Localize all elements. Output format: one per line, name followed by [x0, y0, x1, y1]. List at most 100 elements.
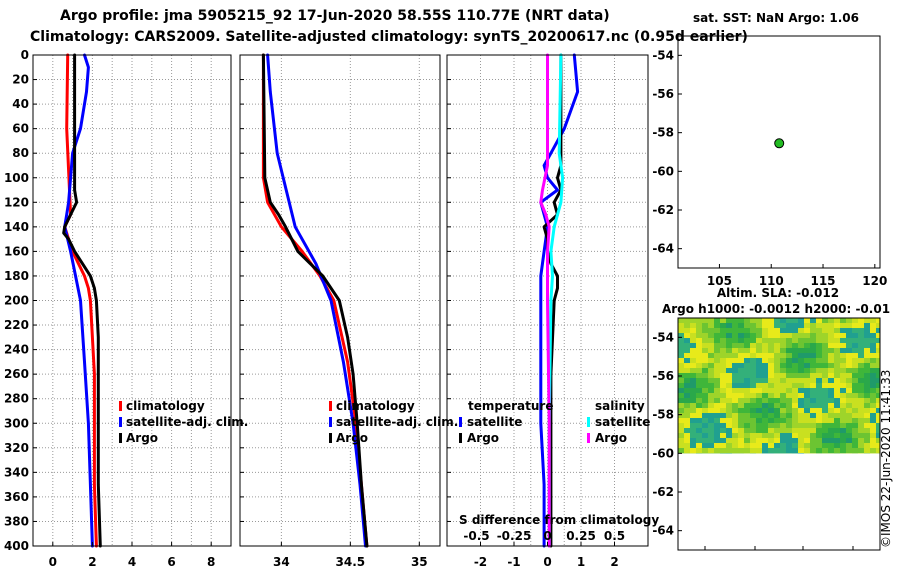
sla-cell	[714, 448, 720, 453]
sla-cell	[864, 358, 870, 363]
sla-cell	[732, 348, 738, 353]
sla-cell	[864, 373, 870, 378]
sla-cell	[774, 398, 780, 403]
sla-cell	[678, 333, 684, 338]
sla-cell	[828, 323, 834, 328]
sla-cell	[804, 363, 810, 368]
sla-cell	[798, 378, 804, 383]
sla-cell	[870, 428, 876, 433]
sla-cell	[756, 393, 762, 398]
sla-cell	[762, 338, 768, 343]
sla-cell	[876, 433, 880, 438]
sla-cell	[816, 373, 822, 378]
sla-cell	[792, 388, 798, 393]
sla-cell	[858, 448, 864, 453]
sla-cell	[696, 318, 702, 323]
sla-cell	[870, 448, 876, 453]
legend-swatch-satellite	[119, 417, 122, 427]
sla-cell	[720, 328, 726, 333]
sla-cell	[690, 428, 696, 433]
sla-cell	[816, 448, 822, 453]
sla-cell	[804, 358, 810, 363]
sla-cell	[756, 358, 762, 363]
sla-cell	[720, 353, 726, 358]
sla-cell	[678, 343, 684, 348]
sla-cell	[744, 368, 750, 373]
sla-cell	[834, 388, 840, 393]
sla-cell	[750, 408, 756, 413]
sla-cell	[804, 433, 810, 438]
sla-cell	[768, 323, 774, 328]
sla-cell	[846, 363, 852, 368]
sla-cell	[714, 363, 720, 368]
sla-cell	[810, 333, 816, 338]
sla-cell	[834, 418, 840, 423]
sla-cell	[852, 393, 858, 398]
sla-cell	[858, 368, 864, 373]
sla-cell	[810, 428, 816, 433]
sla-cell	[684, 368, 690, 373]
sla-cell	[792, 328, 798, 333]
sla-cell	[714, 438, 720, 443]
sla-cell	[798, 403, 804, 408]
sla-cell	[822, 393, 828, 398]
sla-cell	[768, 348, 774, 353]
sla-cell	[864, 428, 870, 433]
sla-cell	[708, 343, 714, 348]
sla-cell	[816, 333, 822, 338]
sla-cell	[864, 353, 870, 358]
sla-frame	[677, 317, 881, 551]
sla-cell	[846, 328, 852, 333]
sla-cell	[774, 318, 780, 323]
sla-cell	[708, 368, 714, 373]
sla-cell	[750, 448, 756, 453]
sla-cell	[762, 433, 768, 438]
sla-cell	[840, 353, 846, 358]
sla-cell	[774, 413, 780, 418]
series-line-argo	[261, 53, 369, 548]
sla-cell	[828, 413, 834, 418]
sla-cell	[726, 358, 732, 363]
sla-cell	[822, 343, 828, 348]
sla-map-panel: -54 -56 -58 -60 -62 -64	[652, 317, 881, 551]
difference-panel: -2 -1 0 1 2 -0.5 -0.25 0 0.25 0.5	[446, 53, 649, 569]
sla-cell	[786, 418, 792, 423]
sla-cell	[876, 333, 880, 338]
legend-label-climatology: climatology	[126, 399, 205, 413]
sla-cell	[768, 318, 774, 323]
sla-cell	[810, 443, 816, 448]
sla-cell	[738, 443, 744, 448]
x-tick-label: 1	[577, 555, 585, 569]
sla-cell	[852, 418, 858, 423]
sla-cell	[708, 443, 714, 448]
sla-cell	[678, 443, 684, 448]
s-diff-tick-label: -0.25	[497, 529, 532, 543]
sla-cell	[798, 368, 804, 373]
sla-cell	[846, 443, 852, 448]
sla-cell	[726, 373, 732, 378]
sla-cell	[762, 388, 768, 393]
sla-cell	[702, 358, 708, 363]
sla-cell	[870, 368, 876, 373]
sla-cell	[780, 413, 786, 418]
x-tick-label: 105	[707, 274, 732, 288]
sla-cell	[870, 398, 876, 403]
sla-cell	[840, 443, 846, 448]
sla-cell	[852, 328, 858, 333]
sla-cell	[876, 413, 880, 418]
sla-cell	[864, 338, 870, 343]
sla-cell	[774, 448, 780, 453]
sla-cell	[852, 358, 858, 363]
sla-cell	[702, 338, 708, 343]
sla-cell	[822, 318, 828, 323]
sla-cell	[726, 318, 732, 323]
sla-cell	[780, 353, 786, 358]
sla-cell	[780, 408, 786, 413]
sla-cell	[720, 423, 726, 428]
sla-cell	[810, 378, 816, 383]
sla-cell	[834, 368, 840, 373]
sla-cell	[870, 383, 876, 388]
legend-label-satellite: satellite-adj. clim.	[126, 415, 248, 429]
sla-cell	[744, 343, 750, 348]
sla-cell	[714, 323, 720, 328]
